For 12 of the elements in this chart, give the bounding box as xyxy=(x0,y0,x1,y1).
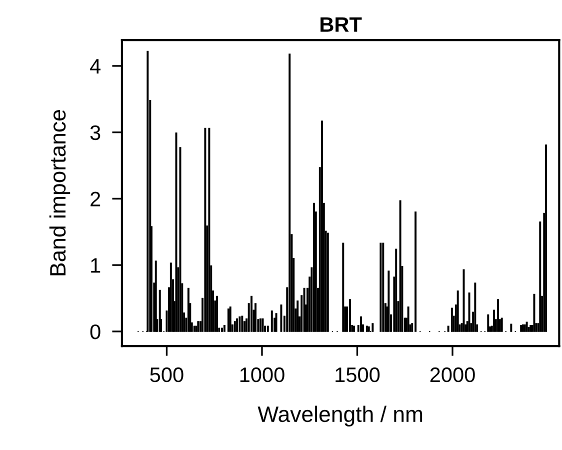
y-tick-label: 4 xyxy=(90,59,101,74)
x-tick-label: 1000 xyxy=(240,367,284,382)
y-tick-label: 1 xyxy=(91,258,100,273)
x-tick-label: 1500 xyxy=(336,367,380,382)
y-axis-title: Band importance xyxy=(49,110,70,276)
x-tick-label: 2000 xyxy=(430,367,475,382)
x-axis-title: Wavelength / nm xyxy=(258,406,422,426)
x-tick-label: 500 xyxy=(150,367,184,382)
chart-title: BRT xyxy=(320,17,362,32)
y-tick-label: 0 xyxy=(90,324,100,340)
y-tick-label: 2 xyxy=(90,192,100,206)
y-tick-label: 3 xyxy=(90,125,100,140)
